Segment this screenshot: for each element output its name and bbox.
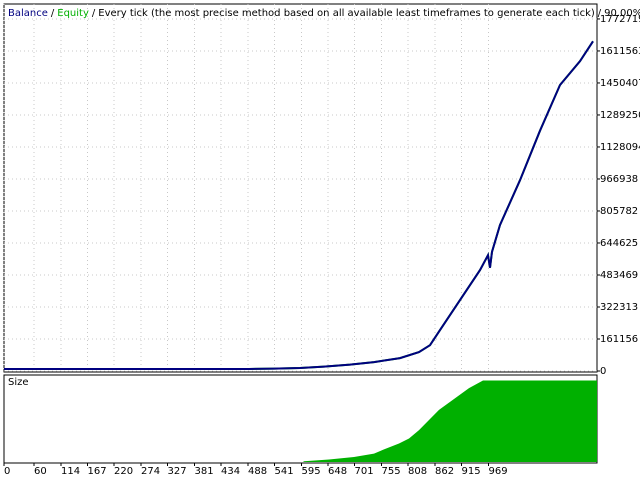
x-tick-label: 0 bbox=[4, 466, 10, 477]
x-tick-label: 434 bbox=[221, 466, 240, 477]
x-tick-label: 701 bbox=[355, 466, 374, 477]
x-tick-label: 167 bbox=[88, 466, 107, 477]
x-tick-label: 114 bbox=[61, 466, 80, 477]
legend-text: Every tick (the most precise method base… bbox=[98, 8, 595, 19]
legend-text: 90.00% bbox=[604, 8, 640, 19]
legend-text: Equity bbox=[57, 8, 89, 19]
x-tick-label: 915 bbox=[462, 466, 481, 477]
legend-text: Balance bbox=[8, 8, 48, 19]
legend-text: / bbox=[598, 8, 602, 19]
y-tick-label: 805782 bbox=[600, 206, 638, 217]
x-tick-label: 541 bbox=[275, 466, 294, 477]
legend: Balance / Equity / Every tick (the most prec… bbox=[8, 8, 640, 19]
x-tick-label: 488 bbox=[248, 466, 267, 477]
size-area bbox=[4, 380, 597, 462]
x-tick-label: 381 bbox=[195, 466, 214, 477]
x-tick-label: 862 bbox=[435, 466, 454, 477]
main-panel bbox=[3, 3, 598, 373]
y-tick-label: 1772719 bbox=[600, 14, 640, 25]
y-tick-label: 966938 bbox=[600, 174, 638, 185]
y-tick-label: 322313 bbox=[600, 302, 638, 313]
y-tick-label: 1289250 bbox=[600, 110, 640, 121]
series-line bbox=[4, 40, 594, 370]
y-tick-label: 161156 bbox=[600, 334, 638, 345]
y-tick-label: 1450407 bbox=[600, 78, 640, 89]
x-tick-label: 274 bbox=[141, 466, 160, 477]
x-tick-label: 969 bbox=[489, 466, 508, 477]
x-tick-label: 220 bbox=[114, 466, 133, 477]
x-tick-label: 648 bbox=[328, 466, 347, 477]
x-tick-label: 755 bbox=[382, 466, 401, 477]
y-tick-label: 644625 bbox=[600, 238, 638, 249]
x-tick-label: 327 bbox=[168, 466, 187, 477]
y-tick-label: 1128094 bbox=[600, 142, 640, 153]
legend-text: / bbox=[51, 8, 55, 19]
y-tick-label: 483469 bbox=[600, 270, 638, 281]
y-tick-label: 0 bbox=[600, 366, 606, 377]
x-tick-label: 60 bbox=[34, 466, 47, 477]
x-tick-label: 595 bbox=[302, 466, 321, 477]
panel-title: Size bbox=[8, 377, 29, 388]
legend-text: / bbox=[92, 8, 96, 19]
x-tick-label: 808 bbox=[408, 466, 427, 477]
